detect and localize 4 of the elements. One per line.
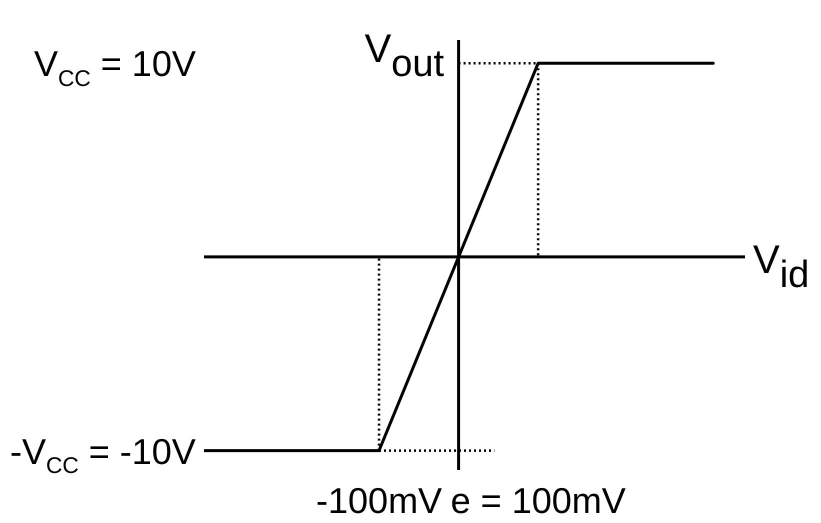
y-tick-label: V$_{CC}$ = 10V [34, 43, 196, 91]
y-tick-label: -V$_{CC}$ = -10V [10, 430, 196, 478]
x-tick-label: e = 100mV [450, 480, 626, 522]
x-tick-label: -100mV [316, 480, 442, 522]
